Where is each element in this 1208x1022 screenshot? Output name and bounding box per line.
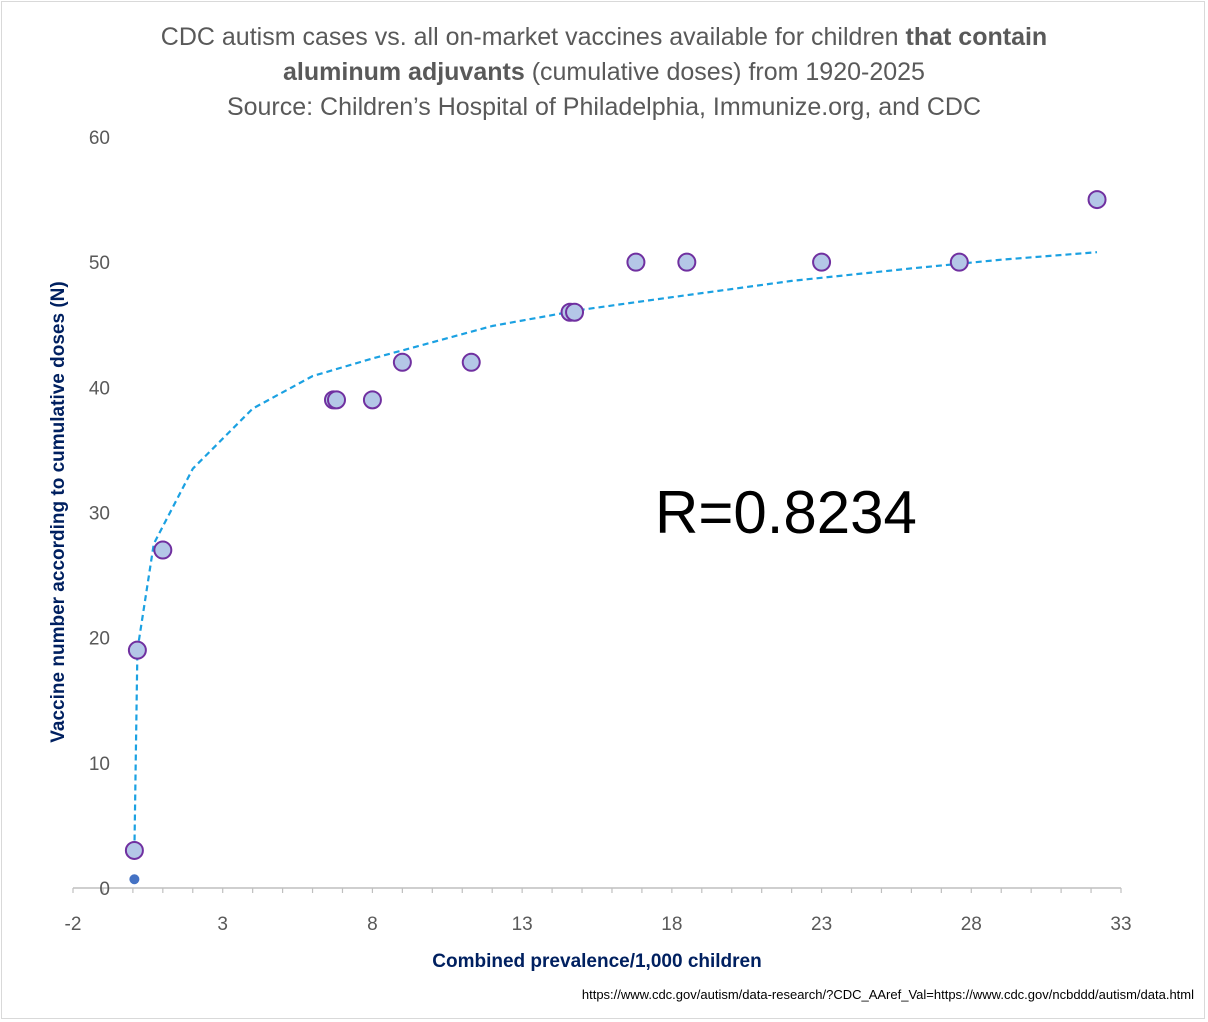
y-tick-label: 60 [89,128,110,149]
x-tick-label: 28 [961,914,982,935]
y-axis-title: Vaccine number according to cumulative d… [48,281,69,742]
y-tick-label: 0 [99,879,110,900]
source-url: https://www.cdc.gov/autism/data-research… [581,987,1194,1002]
x-tick-label: 8 [367,914,378,935]
data-points [124,190,1107,885]
trendline [133,251,1098,851]
data-point [812,252,832,272]
y-tick-label: 30 [89,504,110,525]
data-point [677,252,697,272]
chart-title: CDC autism cases vs. all on-market vacci… [0,20,1208,125]
r-value-annotation: R=0.8234 [655,479,917,546]
data-point [461,352,481,372]
x-tick-label: 18 [661,914,682,935]
x-tick-label: 13 [512,914,533,935]
trendline-path [133,251,1098,851]
data-point [626,252,646,272]
x-tick-label: -2 [65,914,82,935]
data-point [153,540,173,560]
title-line-2-regular: (cumulative doses) from 1920-2025 [524,58,925,86]
data-point [949,252,969,272]
y-tick-label: 50 [89,253,110,274]
title-line-2-bold: aluminum adjuvants [283,58,525,86]
data-point [127,640,147,660]
y-tick-label: 20 [89,629,110,650]
axes: -2 3 8 13 18 23 28 33 0 10 20 30 40 50 60 [65,128,1132,935]
y-tick-label: 10 [89,754,110,775]
x-tick-label: 33 [1110,914,1131,935]
data-point [565,302,585,322]
data-point-small [129,874,140,885]
data-point [392,352,412,372]
title-line-1: CDC autism cases vs. all on-market vacci… [0,20,1208,55]
title-line-1-bold: that contain [905,23,1048,51]
data-point [326,390,346,410]
title-line-3: Source: Children’s Hospital of Philadelp… [226,93,982,121]
data-point [1087,190,1107,210]
title-line-2: aluminum adjuvants (cumulative doses) fr… [0,55,1208,90]
data-point [362,390,382,410]
x-axis-title: Combined prevalence/1,000 children [432,951,761,972]
x-tick-label: 23 [811,914,832,935]
x-tick-label: 3 [217,914,228,935]
title-line-1-regular: CDC autism cases vs. all on-market vacci… [160,23,906,51]
data-point [124,840,144,860]
y-tick-label: 40 [89,378,110,399]
